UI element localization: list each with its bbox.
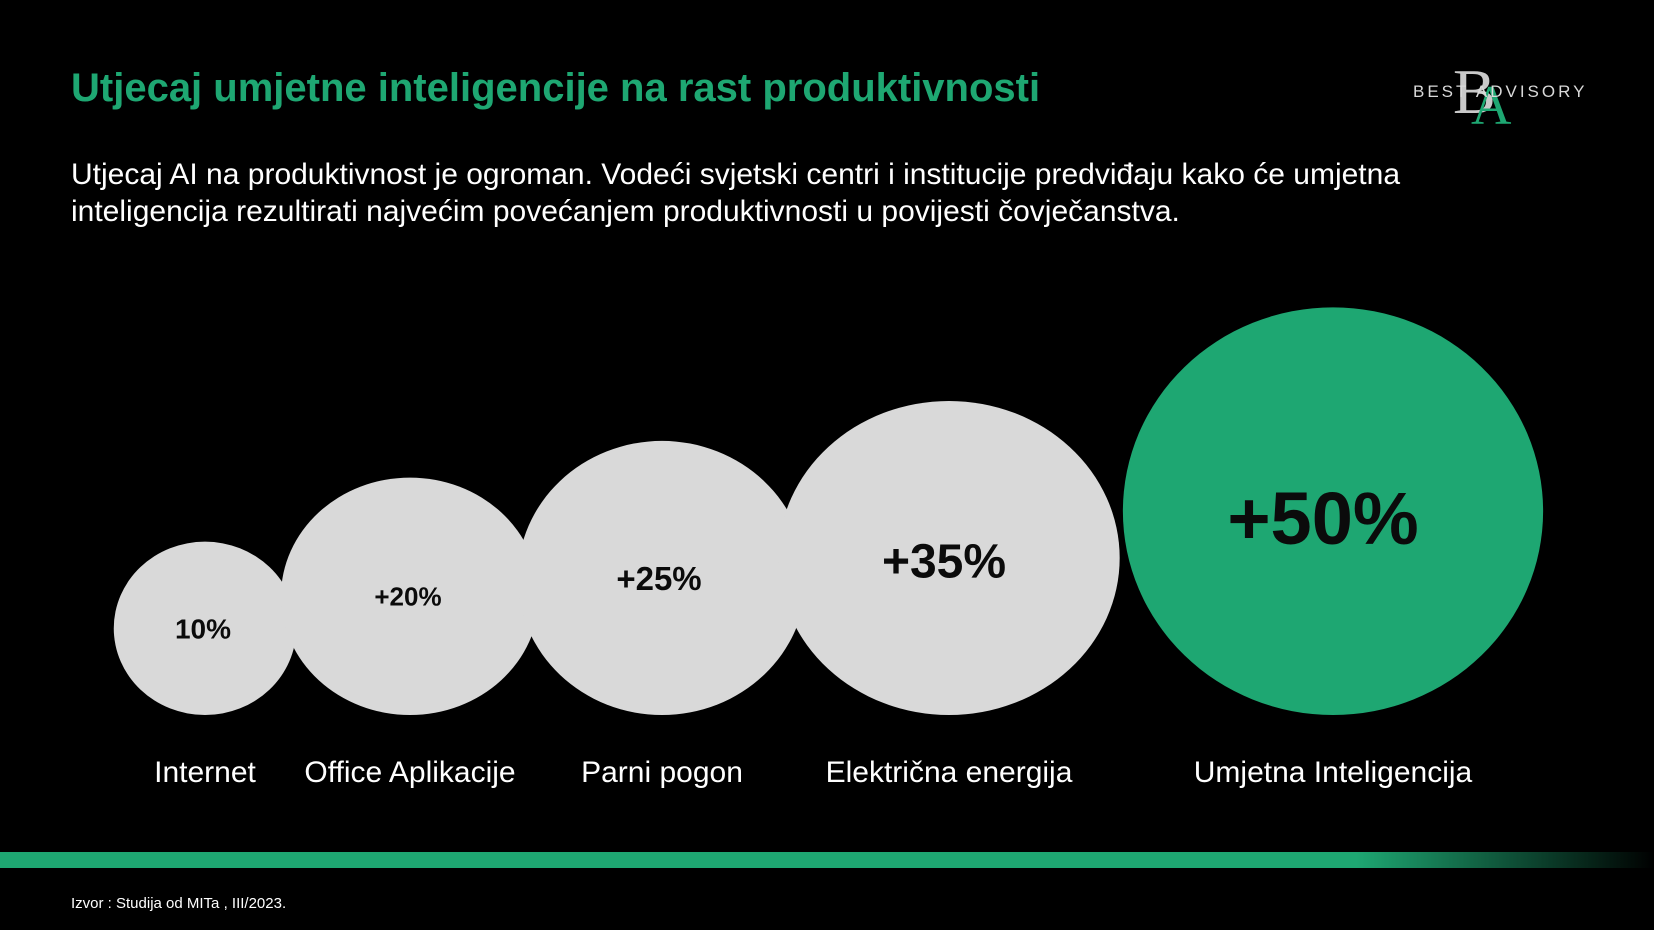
logo-monogram-icon: B A	[1453, 56, 1512, 137]
category-label: Office Aplikacije	[304, 756, 515, 789]
bubble-value-label: +25%	[616, 560, 701, 597]
svg-text:B: B	[1453, 58, 1496, 127]
page-subtitle: Utjecaj AI na produktivnost je ogroman. …	[71, 158, 1401, 228]
bubble-value-label: 10%	[175, 613, 231, 644]
category-label: Parni pogon	[581, 756, 743, 789]
bubble-value-label: +35%	[882, 535, 1006, 588]
bubble	[113, 541, 297, 715]
source-note: Izvor : Studija od MITa , III/2023.	[71, 895, 287, 912]
logo-text: BEST ADVISORY	[1413, 82, 1588, 101]
category-label: Električna energija	[826, 756, 1073, 789]
page-title: Utjecaj umjetne inteligencije na rast pr…	[71, 66, 1041, 110]
best-advisory-logo: B A BEST ADVISORY	[1405, 56, 1588, 137]
bubble-group: +20% Office Aplikacije	[280, 477, 540, 789]
bubble	[1122, 307, 1544, 715]
bubble-group: 10% Internet	[113, 541, 297, 789]
bubble	[280, 477, 540, 715]
productivity-bubble-chart: 10% Internet +20% Office Aplikacije +25% Parn…	[113, 307, 1544, 789]
bubble-group: +25% Parni pogon	[517, 440, 807, 789]
category-label: Umjetna Inteligencija	[1194, 756, 1473, 789]
bubble-value-label: +50%	[1227, 477, 1418, 560]
svg-text:A: A	[1471, 75, 1512, 128]
bubble	[517, 440, 807, 715]
bubble-group: +35% Električna energija	[778, 400, 1120, 789]
bubble-group: +50% Umjetna Inteligencija	[1122, 307, 1544, 789]
bubble-value-label: +20%	[374, 582, 441, 612]
bubble	[778, 400, 1120, 715]
category-label: Internet	[154, 756, 256, 789]
accent-divider	[0, 852, 1654, 868]
